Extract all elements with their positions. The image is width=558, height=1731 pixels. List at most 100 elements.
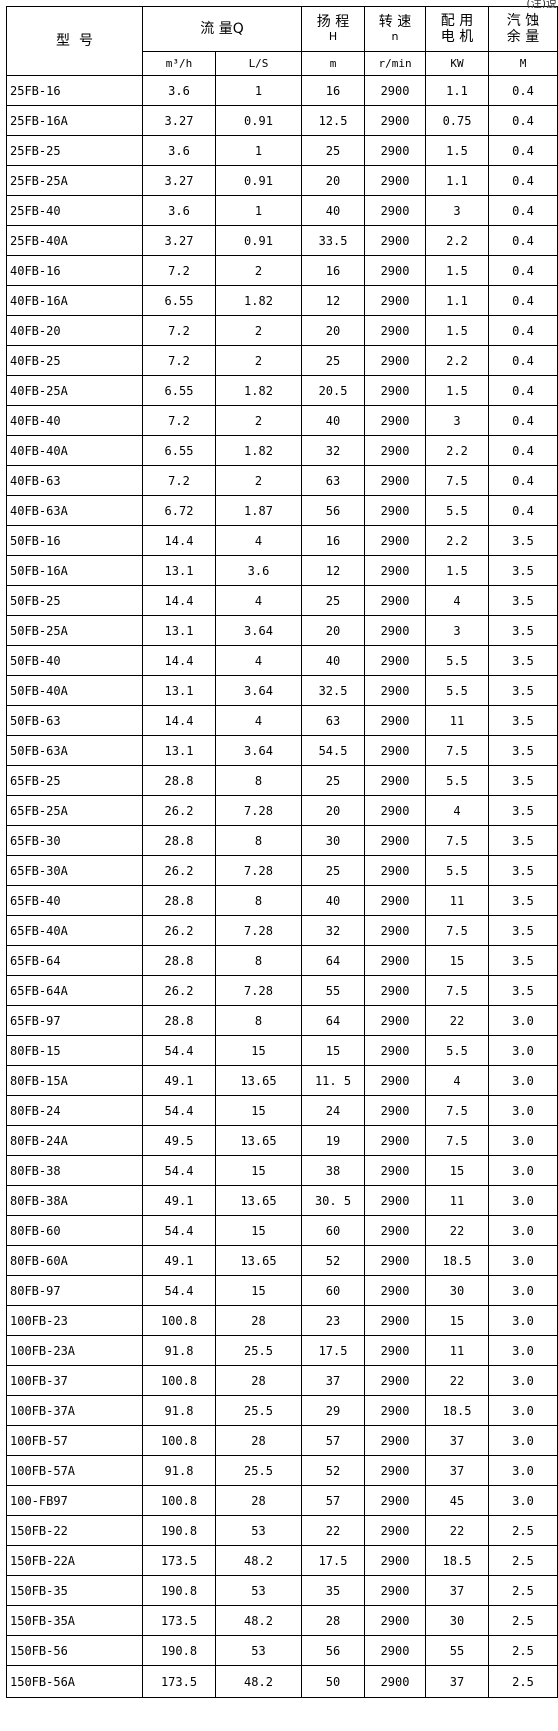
cell-flow-ls: 15	[214, 1275, 303, 1306]
cell-model: 100FB-23A	[6, 1335, 143, 1366]
table-row: 25FB-25 3.6 1 25 2900 1.5 0.4	[6, 135, 558, 166]
cell-npsh: 3.5	[488, 615, 558, 646]
cell-power: 2.2	[425, 225, 490, 256]
cell-speed: 2900	[364, 525, 427, 556]
cell-npsh: 3.0	[488, 1005, 558, 1036]
cell-flow-ls: 7.28	[214, 855, 303, 886]
cell-npsh: 3.5	[488, 645, 558, 676]
table-row: 25FB-40 3.6 1 40 2900 3 0.4	[6, 195, 558, 226]
cell-npsh: 0.4	[488, 195, 558, 226]
cell-flow-m3h: 6.55	[142, 435, 216, 466]
table-row: 25FB-25A 3.27 0.91 20 2900 1.1 0.4	[6, 165, 558, 196]
cell-npsh: 3.5	[488, 765, 558, 796]
cell-flow-ls: 8	[214, 945, 303, 976]
table-row: 40FB-63 7.2 2 63 2900 7.5 0.4	[6, 465, 558, 496]
cell-flow-m3h: 173.5	[142, 1605, 216, 1636]
cell-npsh: 3.5	[488, 735, 558, 766]
cell-flow-m3h: 26.2	[142, 795, 216, 826]
cell-power: 22	[425, 1215, 490, 1246]
cell-power: 22	[425, 1005, 490, 1036]
cell-npsh: 3.5	[488, 855, 558, 886]
table-row: 50FB-25A 13.1 3.64 20 2900 3 3.5	[6, 615, 558, 646]
cell-flow-ls: 1.82	[214, 375, 303, 406]
cell-model: 25FB-25	[6, 135, 143, 166]
table-body: 25FB-16 3.6 1 16 2900 1.1 0.4 25FB-16A 3.27 0.91 1…	[6, 75, 558, 1698]
cell-power: 55	[425, 1635, 490, 1666]
table-row: 65FB-30 28.8 8 30 2900 7.5 3.5	[6, 825, 558, 856]
table-row: 65FB-64 28.8 8 64 2900 15 3.5	[6, 945, 558, 976]
cell-model: 100FB-37A	[6, 1395, 143, 1426]
cell-head: 35	[301, 1575, 366, 1606]
cell-head: 52	[301, 1245, 366, 1276]
cell-speed: 2900	[364, 1035, 427, 1066]
cell-head: 52	[301, 1455, 366, 1486]
cell-flow-m3h: 26.2	[142, 855, 216, 886]
cell-flow-m3h: 7.2	[142, 345, 216, 376]
cell-flow-m3h: 49.1	[142, 1245, 216, 1276]
cell-model: 50FB-40	[6, 645, 143, 676]
cell-flow-m3h: 13.1	[142, 615, 216, 646]
cell-model: 65FB-64	[6, 945, 143, 976]
cell-head: 20	[301, 165, 366, 196]
cell-model: 80FB-15A	[6, 1065, 143, 1096]
table-row: 80FB-60A 49.1 13.65 52 2900 18.5 3.0	[6, 1245, 558, 1276]
cell-flow-ls: 4	[214, 525, 303, 556]
spec-sheet: (注)说明 型 号 流 量Q 扬 程 H	[6, 0, 558, 1698]
cell-power: 37	[425, 1455, 490, 1486]
cell-model: 150FB-56A	[6, 1665, 143, 1698]
cell-model: 40FB-25A	[6, 375, 143, 406]
cell-speed: 2900	[364, 1365, 427, 1396]
cell-flow-m3h: 6.55	[142, 285, 216, 316]
cell-npsh: 0.4	[488, 285, 558, 316]
cell-head: 16	[301, 75, 366, 106]
cell-flow-ls: 15	[214, 1095, 303, 1126]
table-row: 50FB-40A 13.1 3.64 32.5 2900 5.5 3.5	[6, 675, 558, 706]
cell-flow-ls: 1.87	[214, 495, 303, 526]
cell-flow-m3h: 49.1	[142, 1185, 216, 1216]
cell-flow-m3h: 3.27	[142, 165, 216, 196]
cell-npsh: 3.0	[488, 1395, 558, 1426]
cell-npsh: 0.4	[488, 435, 558, 466]
cell-head: 25	[301, 135, 366, 166]
cell-npsh: 2.5	[488, 1545, 558, 1576]
cell-speed: 2900	[364, 705, 427, 736]
cell-speed: 2900	[364, 1575, 427, 1606]
table-wrapper: (注)说明 型 号 流 量Q 扬 程 H	[6, 0, 558, 1698]
cell-flow-ls: 48.2	[214, 1665, 303, 1698]
cell-flow-ls: 0.91	[214, 165, 303, 196]
cell-flow-ls: 3.64	[214, 615, 303, 646]
cell-npsh: 3.0	[488, 1275, 558, 1306]
cell-flow-ls: 15	[214, 1035, 303, 1066]
cell-model: 150FB-35A	[6, 1605, 143, 1636]
cell-flow-m3h: 13.1	[142, 675, 216, 706]
table-row: 25FB-40A 3.27 0.91 33.5 2900 2.2 0.4	[6, 225, 558, 256]
cell-flow-m3h: 3.6	[142, 135, 216, 166]
cell-model: 65FB-40	[6, 885, 143, 916]
table-row: 80FB-15 54.4 15 15 2900 5.5 3.0	[6, 1035, 558, 1066]
cell-flow-ls: 25.5	[214, 1395, 303, 1426]
cell-flow-m3h: 100.8	[142, 1485, 216, 1516]
cell-flow-m3h: 100.8	[142, 1425, 216, 1456]
table-row: 50FB-63A 13.1 3.64 54.5 2900 7.5 3.5	[6, 735, 558, 766]
cell-speed: 2900	[364, 1605, 427, 1636]
cell-model: 25FB-40A	[6, 225, 143, 256]
cell-head: 57	[301, 1485, 366, 1516]
cell-model: 80FB-24	[6, 1095, 143, 1126]
cell-head: 25	[301, 765, 366, 796]
table-row: 50FB-16 14.4 4 16 2900 2.2 3.5	[6, 525, 558, 556]
cell-flow-m3h: 91.8	[142, 1395, 216, 1426]
cell-head: 32	[301, 435, 366, 466]
corner-note: (注)说明	[526, 0, 557, 8]
cell-flow-m3h: 54.4	[142, 1215, 216, 1246]
cell-flow-m3h: 14.4	[142, 525, 216, 556]
cell-flow-m3h: 26.2	[142, 975, 216, 1006]
cell-flow-m3h: 91.8	[142, 1335, 216, 1366]
cell-flow-m3h: 7.2	[142, 315, 216, 346]
cell-speed: 2900	[364, 435, 427, 466]
cell-power: 2.2	[425, 435, 490, 466]
cell-speed: 2900	[364, 1455, 427, 1486]
table-row: 80FB-38A 49.1 13.65 30. 5 2900 11 3.0	[6, 1185, 558, 1216]
cell-power: 1.5	[425, 555, 490, 586]
cell-npsh: 3.5	[488, 795, 558, 826]
table-row: 40FB-25 7.2 2 25 2900 2.2 0.4	[6, 345, 558, 376]
